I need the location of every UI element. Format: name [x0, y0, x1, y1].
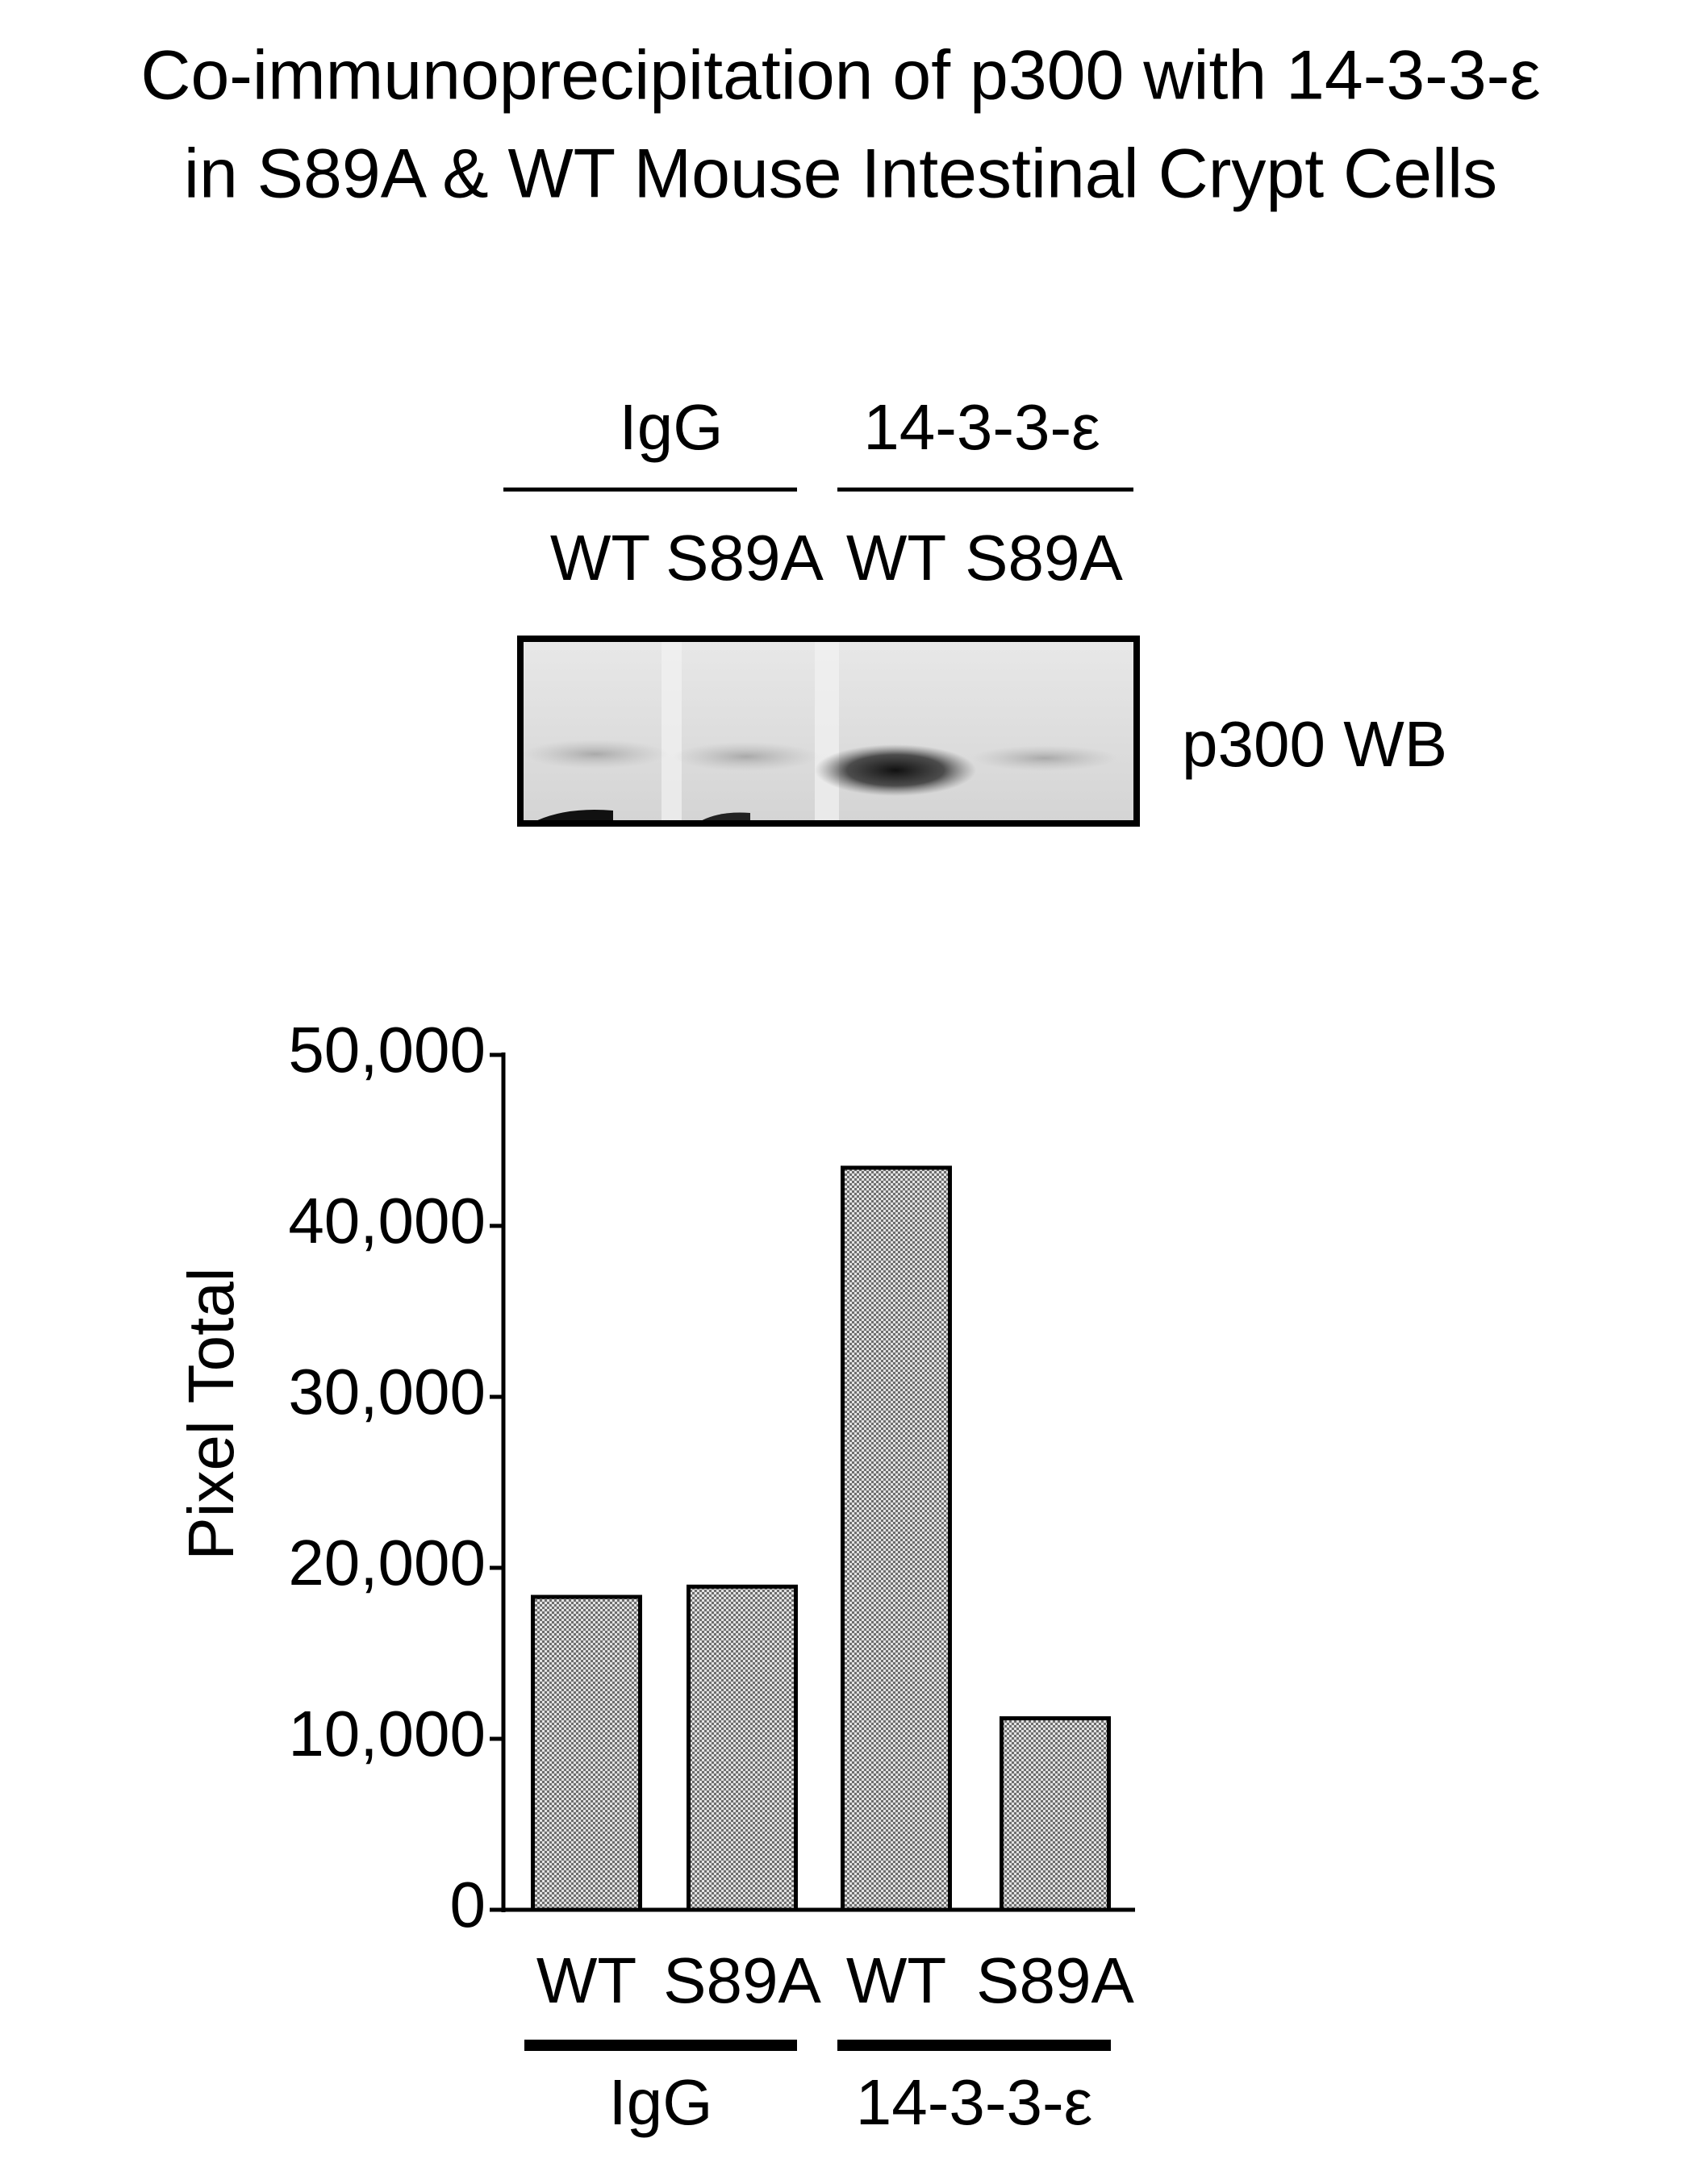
y-tick-label: 40,000 — [288, 1185, 486, 1257]
x-tick-label: S89A — [663, 1944, 821, 2016]
group-label: IgG — [609, 2066, 713, 2138]
group-label: 14-3-3-ε — [856, 2066, 1093, 2138]
y-tick-label: 0 — [450, 1869, 486, 1940]
x-tick-label: WT — [536, 1944, 636, 2016]
blot-group-label: 14-3-3-ε — [863, 391, 1100, 463]
x-tick-label: S89A — [976, 1944, 1134, 2016]
y-tick-label: 10,000 — [288, 1698, 486, 1769]
bar — [687, 1584, 798, 1912]
blot-group-label: IgG — [620, 391, 724, 463]
blot-lane-label: WT — [550, 522, 650, 594]
y-tick-label: 20,000 — [288, 1527, 486, 1598]
bar — [841, 1165, 952, 1912]
blot-lane-label: WT — [846, 522, 946, 594]
blot-image — [517, 636, 1140, 827]
bar — [531, 1594, 642, 1912]
y-axis-label: Pixel Total — [175, 1267, 247, 1560]
y-tick-label: 30,000 — [288, 1356, 486, 1428]
blot-lane-label: S89A — [965, 522, 1123, 594]
blot-lane-label: S89A — [666, 522, 824, 594]
bar — [1000, 1716, 1111, 1912]
blot-label: p300 WB — [1182, 708, 1447, 780]
chart-title: Co-immunoprecipitation of p300 with 14-3… — [140, 37, 1540, 115]
y-tick-label: 50,000 — [288, 1014, 486, 1086]
x-tick-label: WT — [846, 1944, 946, 2016]
chart-subtitle: in S89A & WT Mouse Intestinal Crypt Cell… — [184, 135, 1497, 213]
